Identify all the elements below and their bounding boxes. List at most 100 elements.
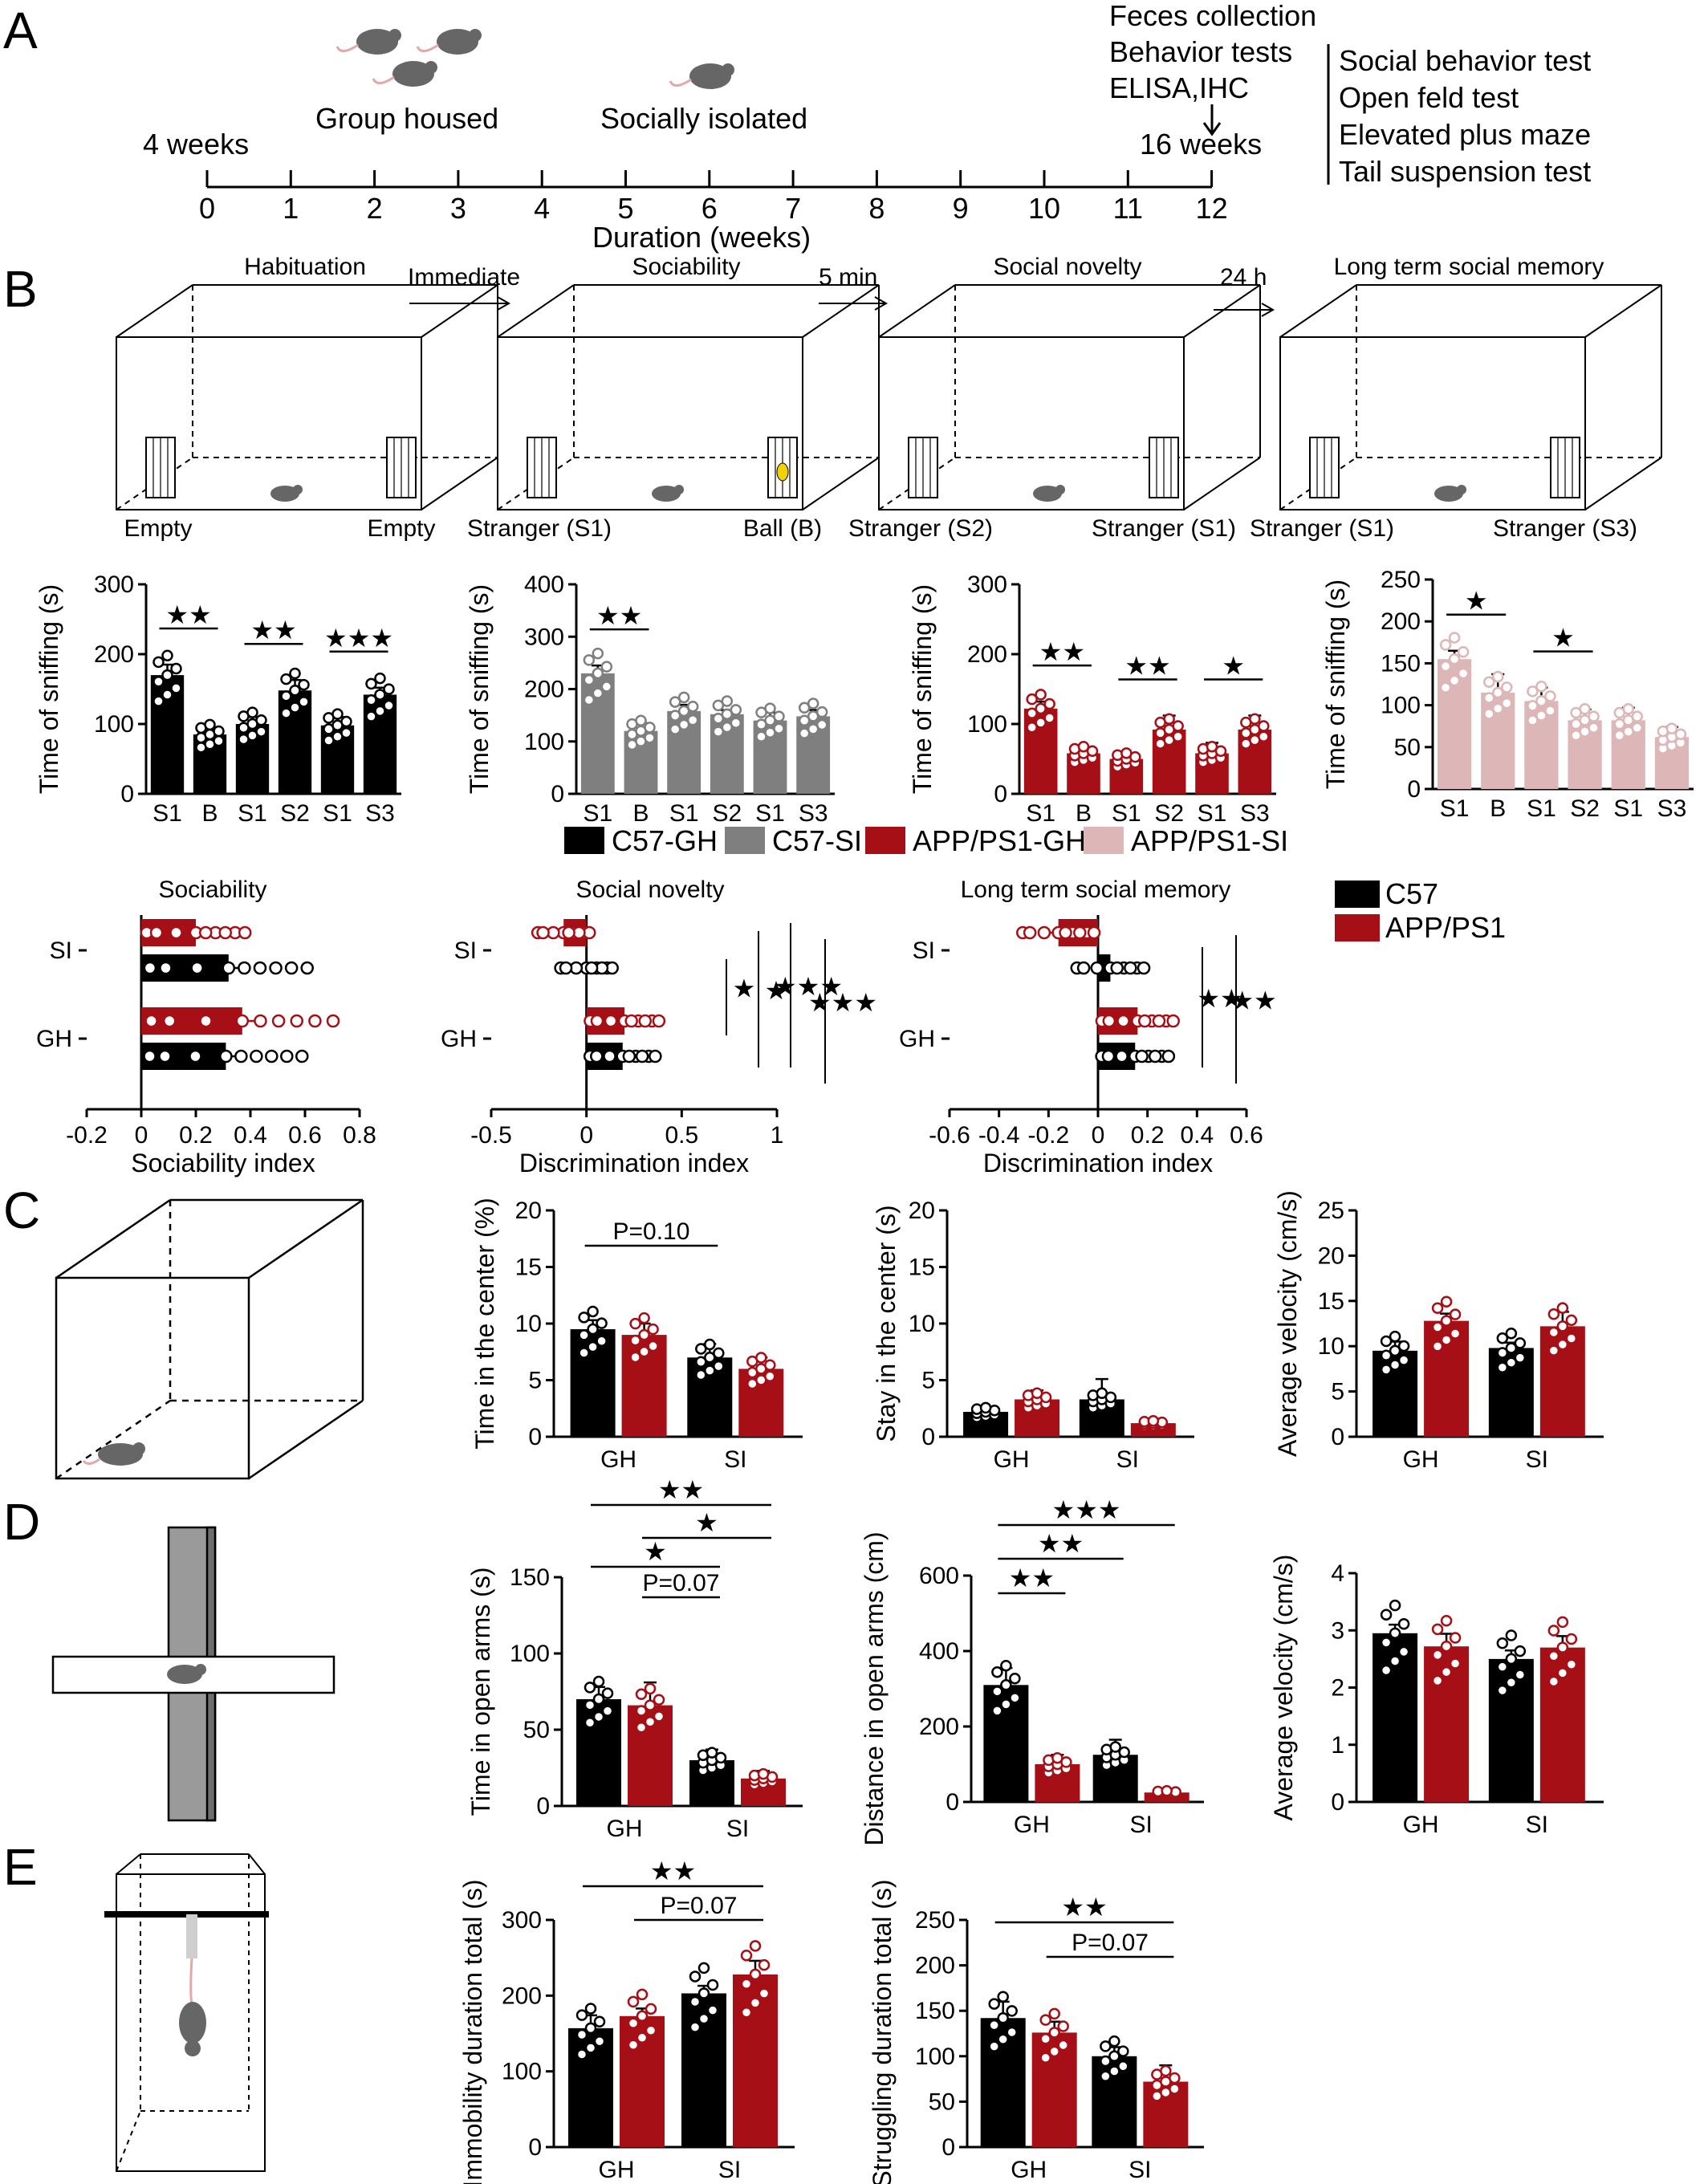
- top-label-3: ELISA,IHC: [1109, 71, 1249, 104]
- data-point: [340, 715, 352, 728]
- x-tick-label: 0: [580, 1122, 593, 1149]
- data-point: [593, 2035, 606, 2048]
- x-tick-label: S1: [1026, 800, 1055, 827]
- data-point: [1031, 1387, 1043, 1400]
- data-point: [1397, 1354, 1410, 1366]
- y-tick-label: 100: [524, 729, 564, 755]
- y-tick-label: 0: [528, 1424, 542, 1450]
- data-point: [695, 1343, 707, 1355]
- x-tick-label: SI: [726, 1816, 749, 1842]
- timeline-title: Duration (weeks): [592, 221, 811, 254]
- data-point: [298, 696, 310, 708]
- y-tick-label: 0: [946, 1789, 959, 1816]
- chart-D-velocity: 0 1 2 3 4 Average velocity (cm/s) GH SI: [1269, 1555, 1604, 1838]
- y-tick-label: 50: [1394, 734, 1421, 761]
- data-point: [365, 677, 377, 690]
- data-point: [635, 1705, 648, 1717]
- data-point: [721, 708, 734, 721]
- data-point: [234, 1049, 248, 1064]
- x-tick-label: S1: [669, 800, 699, 827]
- data-point: [1169, 2083, 1181, 2095]
- data-point: [636, 1988, 649, 2001]
- data-point: [1160, 2064, 1172, 2077]
- data-point: [149, 925, 164, 940]
- data-point: [198, 925, 213, 940]
- y-tick-label: 10: [909, 1311, 935, 1337]
- data-point: [308, 1014, 322, 1028]
- data-point: [152, 656, 165, 669]
- data-point: [289, 667, 301, 680]
- data-point: [1565, 1633, 1578, 1645]
- data-point: [1026, 721, 1038, 734]
- open-field-box: [55, 1198, 364, 1480]
- x-tick-label: GH: [994, 1446, 1030, 1473]
- stage-right-label: Stranger (S3): [1493, 515, 1637, 542]
- data-point: [758, 1958, 771, 1971]
- data-point: [991, 1705, 1003, 1717]
- y-tick-label: 20: [909, 1198, 935, 1224]
- data-point: [638, 1328, 650, 1341]
- x-tick-label: S2: [712, 800, 742, 827]
- data-point: [374, 705, 386, 718]
- data-point: [1161, 1049, 1176, 1064]
- y-tick-label: 0: [1331, 1789, 1344, 1816]
- data-point: [755, 1352, 767, 1364]
- arrow-immediate: Immediate: [408, 264, 520, 311]
- data-point: [584, 1717, 596, 1729]
- panel-letter-e: E: [3, 1838, 38, 1896]
- data-point: [1565, 1332, 1578, 1344]
- data-point: [578, 1347, 590, 1359]
- y-tick-label: 0: [994, 781, 1007, 807]
- data-point: [1439, 660, 1452, 673]
- data-point: [1496, 1332, 1509, 1344]
- chamber-edge: [1183, 457, 1261, 510]
- data-point: [1206, 740, 1218, 753]
- data-point: [1501, 697, 1513, 710]
- data-point: [600, 661, 613, 673]
- data-point: [592, 667, 604, 680]
- data-point: [695, 1369, 707, 1381]
- data-point: [143, 1049, 157, 1064]
- y-axis-label: Average velocity (cm/s): [1273, 1190, 1302, 1457]
- chamber-edge: [421, 457, 498, 510]
- x-tick-label: B: [632, 800, 649, 827]
- start-age-label: 4 weeks: [143, 128, 249, 161]
- significance-stars: ★★: [596, 601, 642, 630]
- data-point: [1547, 1308, 1560, 1320]
- bar: [141, 1007, 242, 1035]
- data-point: [583, 693, 596, 706]
- data-point: [988, 2019, 1000, 2031]
- y-axis-label: Time in open arms (s): [466, 1568, 495, 1816]
- y-tick-label: 150: [510, 1564, 550, 1591]
- timeline-tick-label: 9: [953, 192, 969, 225]
- data-point: [604, 1014, 618, 1028]
- data-point: [807, 723, 819, 735]
- data-point: [1009, 1673, 1021, 1685]
- data-point: [300, 961, 314, 975]
- data-point: [271, 1014, 286, 1028]
- x-tick-label: GH: [1403, 1812, 1439, 1838]
- panel-letter-d: D: [3, 1493, 40, 1551]
- x-tick-label: 0.4: [1180, 1122, 1214, 1149]
- data-point: [730, 704, 742, 716]
- data-point: [740, 1978, 753, 1990]
- data-point: [1457, 646, 1470, 658]
- significance-stars: ★: [765, 976, 788, 1005]
- data-point: [695, 1356, 707, 1368]
- data-point: [1147, 1415, 1160, 1427]
- x-tick-label: 0.5: [665, 1122, 698, 1149]
- data-point: [1026, 693, 1038, 706]
- data-point: [697, 1987, 710, 1999]
- data-point: [1380, 1637, 1393, 1649]
- data-point: [773, 710, 785, 722]
- data-point: [1544, 690, 1556, 702]
- y-axis-label: Stay in the center (s): [872, 1205, 901, 1442]
- data-point: [238, 961, 251, 975]
- significance-stars: ★: [1222, 652, 1245, 681]
- significance-stars: ★: [1551, 624, 1575, 653]
- timeline-tick-label: 11: [1113, 192, 1143, 225]
- x-tick-label: GH: [1011, 2157, 1047, 2183]
- x-tick-label: SI: [724, 1446, 746, 1473]
- data-point: [1108, 2035, 1120, 2048]
